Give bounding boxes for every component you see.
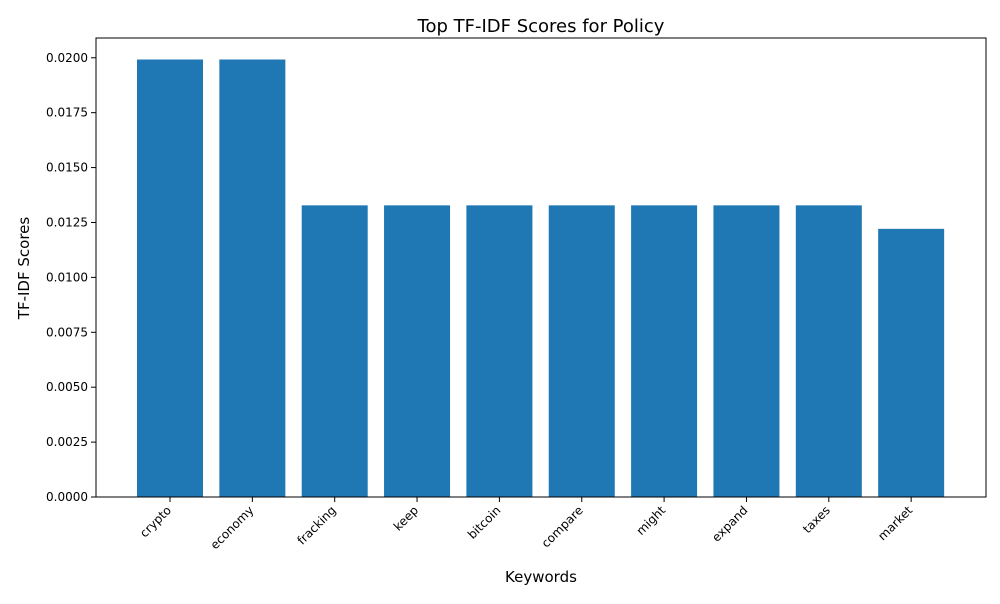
bar-economy <box>219 59 286 498</box>
x-axis-label: Keywords <box>505 568 577 586</box>
axes-frame <box>95 37 987 498</box>
x-tick-label-fracking: fracking <box>295 503 339 547</box>
bar-might <box>631 205 698 497</box>
y-axis-label: TF-IDF Scores <box>15 217 33 321</box>
bar-compare <box>548 205 615 497</box>
y-tick-label: 0.0075 <box>46 325 88 339</box>
x-tick-label-bitcoin: bitcoin <box>465 503 504 542</box>
x-tick-label-economy: economy <box>208 503 257 552</box>
x-tick-label-keep: keep <box>391 503 421 533</box>
bar-keep <box>384 205 451 497</box>
bar-crypto <box>137 59 203 498</box>
plot-area: 0.0000 0.0025 0.0050 0.0075 0.0100 0.0125 0.01… <box>46 37 987 552</box>
y-tick-label: 0.0150 <box>46 161 88 175</box>
bar-expand <box>713 205 780 497</box>
x-tick-label-compare: compare <box>539 503 586 550</box>
y-tick-label: 0.0125 <box>46 215 88 229</box>
bar-taxes <box>795 205 862 497</box>
y-tick-label: 0.0050 <box>46 380 88 394</box>
x-tick-label-market: market <box>875 503 915 543</box>
x-tick-label-crypto: crypto <box>137 503 174 540</box>
y-tick-label: 0.0000 <box>46 490 88 504</box>
x-tick-label-might: might <box>634 503 669 538</box>
x-tick-label-expand: expand <box>709 503 750 544</box>
bar-market <box>878 228 945 497</box>
y-tick-label: 0.0100 <box>46 270 88 284</box>
y-tick-label: 0.0175 <box>46 106 88 120</box>
y-tick-label: 0.0200 <box>46 51 88 65</box>
bar-fracking <box>301 205 368 497</box>
bar-bitcoin <box>466 205 533 497</box>
x-tick-label-taxes: taxes <box>800 503 833 536</box>
chart-title: Top TF-IDF Scores for Policy <box>417 16 665 37</box>
y-tick-label: 0.0025 <box>46 435 88 449</box>
